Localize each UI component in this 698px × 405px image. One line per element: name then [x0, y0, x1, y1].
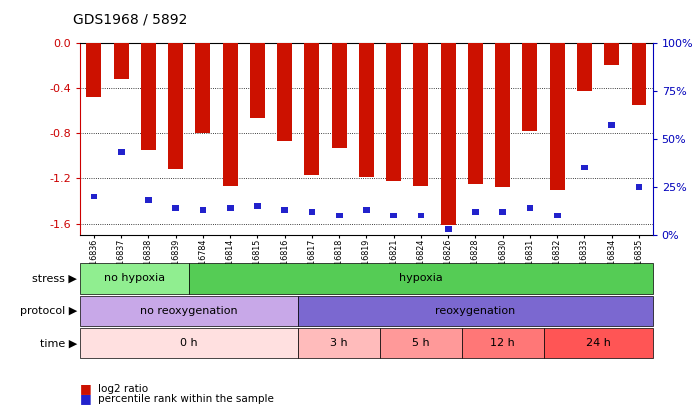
Bar: [200, 207, 207, 213]
Bar: [195, 43, 210, 133]
Bar: [141, 43, 156, 150]
Bar: [168, 43, 183, 169]
Bar: [390, 213, 397, 218]
FancyBboxPatch shape: [189, 263, 653, 294]
Bar: [91, 194, 97, 199]
FancyBboxPatch shape: [380, 328, 462, 358]
Bar: [281, 207, 288, 213]
Bar: [172, 205, 179, 211]
Bar: [363, 207, 370, 213]
Bar: [145, 198, 151, 203]
Bar: [445, 226, 452, 232]
Bar: [332, 43, 347, 148]
Text: stress ▶: stress ▶: [32, 273, 77, 283]
Bar: [609, 122, 615, 128]
Bar: [250, 43, 265, 118]
Text: protocol ▶: protocol ▶: [20, 306, 77, 316]
Text: percentile rank within the sample: percentile rank within the sample: [98, 394, 274, 404]
Bar: [550, 43, 565, 190]
Bar: [581, 165, 588, 171]
FancyBboxPatch shape: [298, 296, 653, 326]
Bar: [114, 43, 128, 79]
FancyBboxPatch shape: [80, 296, 298, 326]
Text: 3 h: 3 h: [330, 338, 348, 348]
Bar: [636, 184, 642, 190]
Bar: [87, 43, 101, 97]
Bar: [632, 43, 646, 105]
FancyBboxPatch shape: [298, 328, 380, 358]
Bar: [118, 149, 124, 155]
Bar: [554, 213, 560, 218]
Text: ■: ■: [80, 382, 92, 395]
Bar: [496, 43, 510, 188]
Bar: [417, 213, 424, 218]
Bar: [526, 205, 533, 211]
Bar: [336, 213, 343, 218]
FancyBboxPatch shape: [80, 263, 189, 294]
Bar: [413, 43, 429, 186]
Text: reoxygenation: reoxygenation: [436, 306, 516, 316]
Bar: [223, 43, 237, 186]
Bar: [604, 43, 619, 65]
Text: time ▶: time ▶: [40, 338, 77, 348]
Bar: [440, 43, 456, 225]
Bar: [577, 43, 592, 91]
Bar: [309, 209, 315, 215]
FancyBboxPatch shape: [544, 328, 653, 358]
Text: no hypoxia: no hypoxia: [104, 273, 165, 283]
Bar: [523, 43, 537, 131]
Bar: [304, 43, 320, 175]
Text: ■: ■: [80, 392, 92, 405]
Bar: [468, 43, 483, 184]
Text: no reoxygenation: no reoxygenation: [140, 306, 238, 316]
Bar: [499, 209, 506, 215]
Bar: [227, 205, 234, 211]
FancyBboxPatch shape: [462, 328, 544, 358]
Text: log2 ratio: log2 ratio: [98, 384, 148, 394]
Text: 0 h: 0 h: [181, 338, 198, 348]
Text: 24 h: 24 h: [586, 338, 611, 348]
Bar: [386, 43, 401, 181]
Bar: [472, 209, 479, 215]
Bar: [254, 203, 261, 209]
Text: 5 h: 5 h: [412, 338, 430, 348]
FancyBboxPatch shape: [80, 328, 298, 358]
Text: 12 h: 12 h: [491, 338, 515, 348]
Bar: [277, 43, 292, 141]
Text: GDS1968 / 5892: GDS1968 / 5892: [73, 12, 188, 26]
Bar: [359, 43, 374, 177]
Text: hypoxia: hypoxia: [399, 273, 443, 283]
